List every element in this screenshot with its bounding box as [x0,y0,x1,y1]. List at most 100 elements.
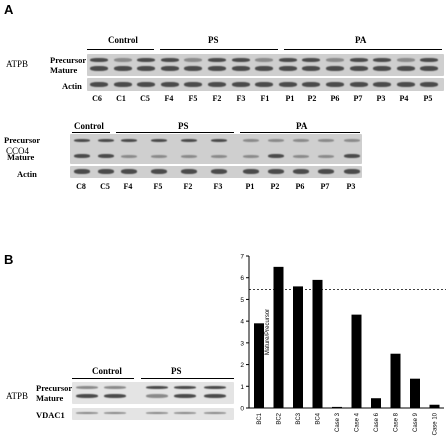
cco4-precursor-band [121,139,137,142]
atpb-mature-band [160,66,179,71]
atpb-precursor-band [137,58,156,62]
atpb-precursor-band [349,58,368,62]
cco4-actin-band [98,169,114,174]
y-tick-label: 2 [240,362,244,369]
cco4-precursor-band [151,139,167,142]
atpb-actin-band [349,82,368,87]
atpb-actin-band [184,82,203,87]
cco4-actin-label: Actin [17,169,37,179]
atpb-lane: P7 [353,94,363,103]
atpb-precursor-label: Precursor [50,55,87,65]
cco4-actin-band [181,169,197,174]
cco4-lane: P6 [295,182,305,191]
b-mature-band [146,394,168,398]
atpb-actin-band [113,82,132,87]
atpb-mature-label: Mature [50,65,78,75]
atpb-lane: P1 [285,94,295,103]
atpb-actin-band [255,82,274,87]
atpb-mature-band [113,66,132,71]
cco4-lane: P2 [270,182,280,191]
b-ps-bracket [141,378,234,379]
bar [332,406,342,408]
atpb-lane: P3 [376,94,386,103]
cco4-precursor-band [181,139,197,142]
atpb-pa-bracket [284,49,442,50]
cco4-lane: C5 [100,182,110,191]
atpb-actin-band [420,82,439,87]
atpb-gene-label: ATPB [6,59,29,69]
cco4-mature-band [121,155,137,158]
b-precursor-band [174,386,196,389]
bar [293,286,303,408]
cco4-group-ps: PS [178,121,189,131]
atpb-lane: P4 [399,94,409,103]
y-tick-label: 3 [240,340,244,347]
atpb-actin-band [90,82,108,87]
cco4-precursor-band [243,139,259,142]
atpb-mature-band [326,66,344,71]
atpb-lane: F3 [236,94,246,103]
atpb-actin-band [373,82,392,87]
y-tick-label: 5 [240,297,244,304]
bar [429,404,440,408]
atpb-mature-band [302,66,321,71]
y-tick-label: 4 [240,319,244,326]
cco4-lane: P1 [245,182,255,191]
y-tick-label: 0 [240,406,244,413]
cco4-precursor-band [268,139,284,142]
cco4-control-bracket [72,132,110,133]
x-tick-label: BC3 [296,412,302,424]
cco4-precursor-label: Precursor [4,135,41,145]
atpb-lane: C6 [92,94,102,103]
atpb-actin-band [302,82,321,87]
cco4-lane: F3 [213,182,223,191]
b-vdac-band [76,412,98,414]
cco4-mature-band [344,154,360,158]
cco4-mature-band [151,155,167,158]
b-vdac-label: VDAC1 [36,410,65,420]
b-group-ps: PS [171,366,182,376]
b-precursor-label: Precursor [36,383,73,393]
cco4-actin-band [293,169,309,174]
cco4-mature-band [211,155,227,158]
cco4-precursor-band [318,139,334,142]
atpb-lane: F5 [188,94,198,103]
b-mature-band [174,394,196,398]
cco4-precursor-band [98,139,114,142]
cco4-lane: F2 [183,182,193,191]
b-vdac-band [204,412,226,414]
atpb-control-bracket [87,49,154,50]
b-precursor-band [104,386,126,389]
atpb-mature-band [373,66,392,71]
bar [410,378,420,408]
x-tick-label: Case 3 [335,412,341,432]
cco4-lane: P7 [320,182,330,191]
atpb-group-pa: PA [355,35,367,45]
b-precursor-band [146,386,168,389]
atpb-lane: P5 [423,94,433,103]
atpb-precursor-band [326,58,344,62]
b-gene-label: ATPB [6,391,29,401]
atpb-mature-band [184,66,203,71]
cco4-precursor-band [74,139,90,142]
cco4-mature-band [74,154,90,158]
atpb-mature-band [255,66,274,71]
panel-b-letter: B [4,252,14,267]
cco4-mature-band [293,155,309,158]
cco4-lane: C8 [76,182,86,191]
b-mature-band [76,394,98,398]
cco4-actin-band [74,169,90,174]
bar [390,353,401,408]
cco4-group-control: Control [74,121,104,131]
bar [254,323,264,408]
x-tick-label: Case 4 [355,412,361,432]
atpb-lane: F4 [164,94,174,103]
cco4-actin-band [121,169,137,174]
cco4-group-pa: PA [296,121,308,131]
atpb-precursor-band [208,58,226,62]
b-vdac-band [174,412,196,414]
atpb-precursor-band [113,58,132,62]
y-tick-label: 1 [240,384,244,391]
b-vdac-band [104,412,126,414]
b-vdac-gel [72,408,234,420]
